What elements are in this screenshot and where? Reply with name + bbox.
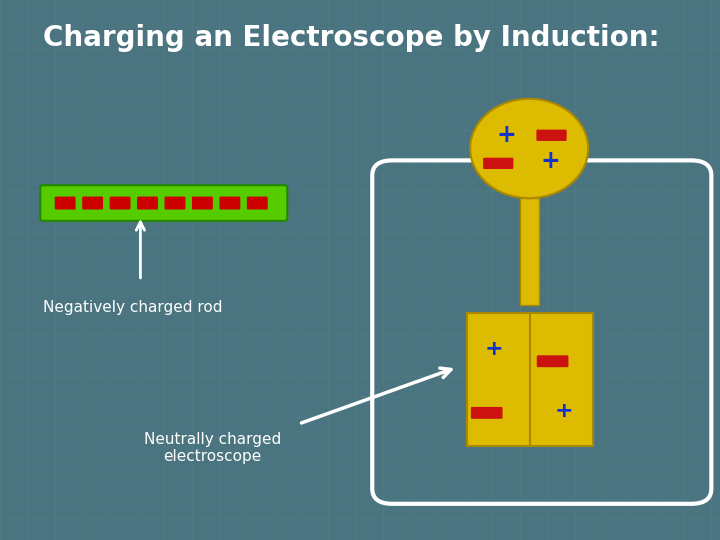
FancyBboxPatch shape bbox=[220, 197, 240, 210]
Text: Neutrally charged
electroscope: Neutrally charged electroscope bbox=[144, 432, 281, 464]
FancyBboxPatch shape bbox=[471, 407, 503, 419]
FancyBboxPatch shape bbox=[537, 355, 569, 367]
FancyBboxPatch shape bbox=[247, 197, 268, 210]
FancyBboxPatch shape bbox=[483, 158, 513, 169]
Bar bbox=[520, 198, 539, 305]
FancyBboxPatch shape bbox=[40, 185, 287, 221]
FancyBboxPatch shape bbox=[82, 197, 103, 210]
Bar bbox=[467, 313, 593, 446]
Text: +: + bbox=[485, 339, 503, 359]
FancyBboxPatch shape bbox=[109, 197, 130, 210]
FancyBboxPatch shape bbox=[536, 130, 567, 141]
Text: Charging an Electroscope by Induction:: Charging an Electroscope by Induction: bbox=[43, 24, 660, 52]
FancyBboxPatch shape bbox=[55, 197, 76, 210]
Text: +: + bbox=[496, 123, 516, 147]
Text: +: + bbox=[555, 401, 573, 421]
Text: +: + bbox=[541, 150, 561, 173]
Text: Negatively charged rod: Negatively charged rod bbox=[43, 300, 222, 315]
FancyBboxPatch shape bbox=[192, 197, 213, 210]
FancyBboxPatch shape bbox=[137, 197, 158, 210]
FancyBboxPatch shape bbox=[165, 197, 186, 210]
Ellipse shape bbox=[470, 99, 588, 198]
